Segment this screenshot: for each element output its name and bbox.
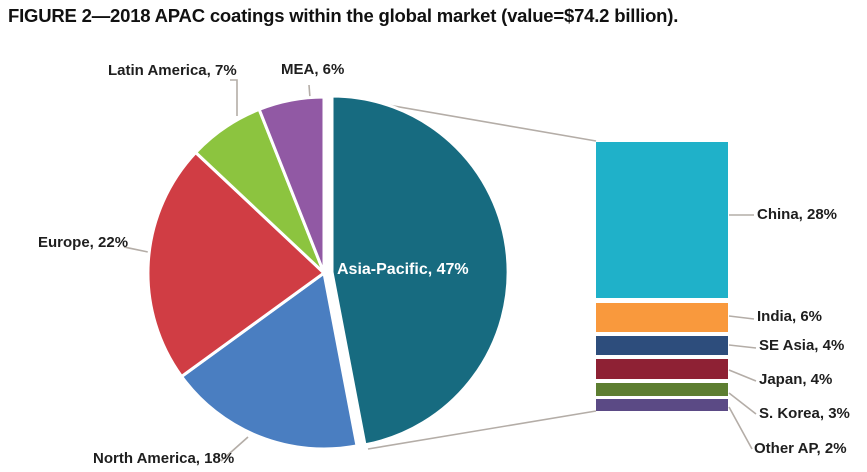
bar-label-china: China, 28% [757,206,838,223]
leader-line-latin-america [230,79,238,116]
pie-slice-europe [146,150,327,379]
pie-slice-mea [257,95,326,274]
bar-segment-india [596,303,728,332]
leader-line-india [728,315,755,320]
pie-slice-asia-pacific [330,94,510,447]
leader-line-se-asia [728,344,757,349]
figure-title: FIGURE 2—2018 APAC coatings within the g… [8,5,679,26]
pie-label-latin-america: Latin America, 7% [108,62,237,79]
pie-label-north-america: North America, 18% [93,450,235,467]
pie-label-asia-pacific: Asia-Pacific, 47% [337,261,469,278]
pie-slice-north-america [179,270,359,451]
leader-line-other-ap [728,406,753,450]
bar-label-se-asia: SE Asia, 4% [759,337,845,354]
bar-label-other-ap: Other AP, 2% [754,440,847,457]
pie-label-europe: Europe, 22% [38,234,129,251]
leader-line-north-america [220,436,249,462]
bar-label-india: India, 6% [757,308,823,325]
leader-line-mea [308,84,311,99]
pie-label-mea: MEA, 6% [281,61,345,78]
bar-label-s-korea: S. Korea, 3% [759,405,850,422]
bar-segment-china [596,142,728,298]
leader-line-europe [123,246,149,253]
leader-line-japan [728,369,757,382]
bar-label-japan: Japan, 4% [759,371,833,388]
bar-segment-se-asia [596,336,728,355]
bar-segment-japan [596,359,728,379]
bar-segment-s-korea [596,383,728,396]
leader-line-s-korea [728,392,757,415]
bar-segment-other-ap [596,399,728,411]
connector-line-bottom [367,410,597,450]
